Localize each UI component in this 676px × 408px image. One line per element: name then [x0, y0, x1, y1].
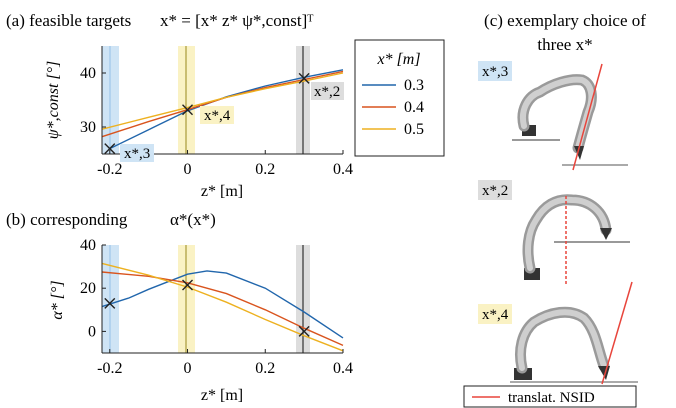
panel-a-formula: x* = [x* z* ψ*,const]ᵀ	[160, 11, 314, 30]
legend-title: x* [m]	[376, 51, 420, 68]
legend-box	[354, 39, 445, 157]
x-tick-label-b: 0.2	[255, 360, 275, 377]
target-label-t2: x*,2	[311, 82, 344, 100]
y-label-a: ψ*,const [°]	[45, 61, 62, 140]
panel-c-legend: translat. NSID	[463, 385, 637, 408]
plot-a: -0.2 0 0.2 0.4 30 40 ψ*,const [°] z* [m]	[45, 46, 353, 200]
y-tick-label-a: 40	[80, 65, 96, 82]
plot-b: -0.2 0 0.2 0.4 0 20 40 α* [°] z* [m]	[49, 237, 353, 404]
svg-text:x*,4: x*,4	[482, 307, 509, 323]
x-tick-label-a: 0	[184, 161, 192, 178]
target-marker-2-b	[182, 279, 194, 291]
y-tick-label-b: 0	[88, 323, 96, 340]
legend: x* [m] 0.3 0.4 0.5	[354, 39, 445, 157]
robot-illustration-t2: x*,2	[478, 180, 630, 286]
robot-illustration-t4: x*,4	[478, 281, 638, 385]
svg-text:x*,3: x*,3	[482, 64, 508, 80]
series-line-0_4-b	[101, 271, 344, 347]
y-tick-label-b: 20	[80, 280, 96, 297]
target-label-t3: x*,3	[120, 144, 154, 162]
target-marker-3-b	[298, 325, 310, 337]
panel-b-formula: α*(x*)	[170, 210, 216, 229]
legend-label-1: 0.3	[404, 77, 424, 94]
x-label-b: z* [m]	[201, 387, 243, 404]
panel-c-legend-label: translat. NSID	[508, 390, 595, 406]
x-label-a: z* [m]	[201, 183, 243, 200]
legend-label-2: 0.4	[404, 99, 424, 116]
robot-illustration-t3: x*,3	[478, 61, 628, 171]
svg-text:x*,4: x*,4	[204, 108, 231, 124]
svg-text:x*,3: x*,3	[124, 146, 150, 162]
x-tick-label-b: 0	[184, 360, 192, 377]
target-marker-2-a	[182, 104, 194, 116]
target-label-t4: x*,4	[200, 106, 234, 124]
legend-label-3: 0.5	[404, 121, 424, 138]
x-tick-label-b: 0.4	[333, 360, 353, 377]
y-tick-label-a: 30	[80, 119, 96, 136]
target-marker-3-a	[298, 72, 310, 84]
svg-text:x*,2: x*,2	[482, 183, 508, 199]
target-marker-1-b	[104, 297, 116, 309]
x-tick-label-b: -0.2	[97, 360, 122, 377]
x-tick-label-a: 0.4	[333, 161, 353, 178]
x-tick-label-a: 0.2	[255, 161, 275, 178]
series-line-0_3-b	[101, 270, 344, 339]
panel-c-title-2: three x*	[537, 35, 592, 54]
panel-b-title: (b) corresponding	[6, 210, 128, 229]
series-line-0_5-b	[101, 262, 344, 352]
x-tick-label-a: -0.2	[97, 161, 122, 178]
target-marker-1-a	[104, 143, 116, 155]
series-line-0_5-a	[101, 72, 344, 130]
y-tick-label-b: 40	[80, 237, 96, 254]
svg-text:x*,2: x*,2	[314, 84, 340, 100]
panel-c-title-1: (c) exemplary choice of	[484, 11, 646, 30]
panel-a-title: (a) feasible targets	[6, 11, 131, 30]
y-label-b: α* [°]	[49, 280, 66, 319]
